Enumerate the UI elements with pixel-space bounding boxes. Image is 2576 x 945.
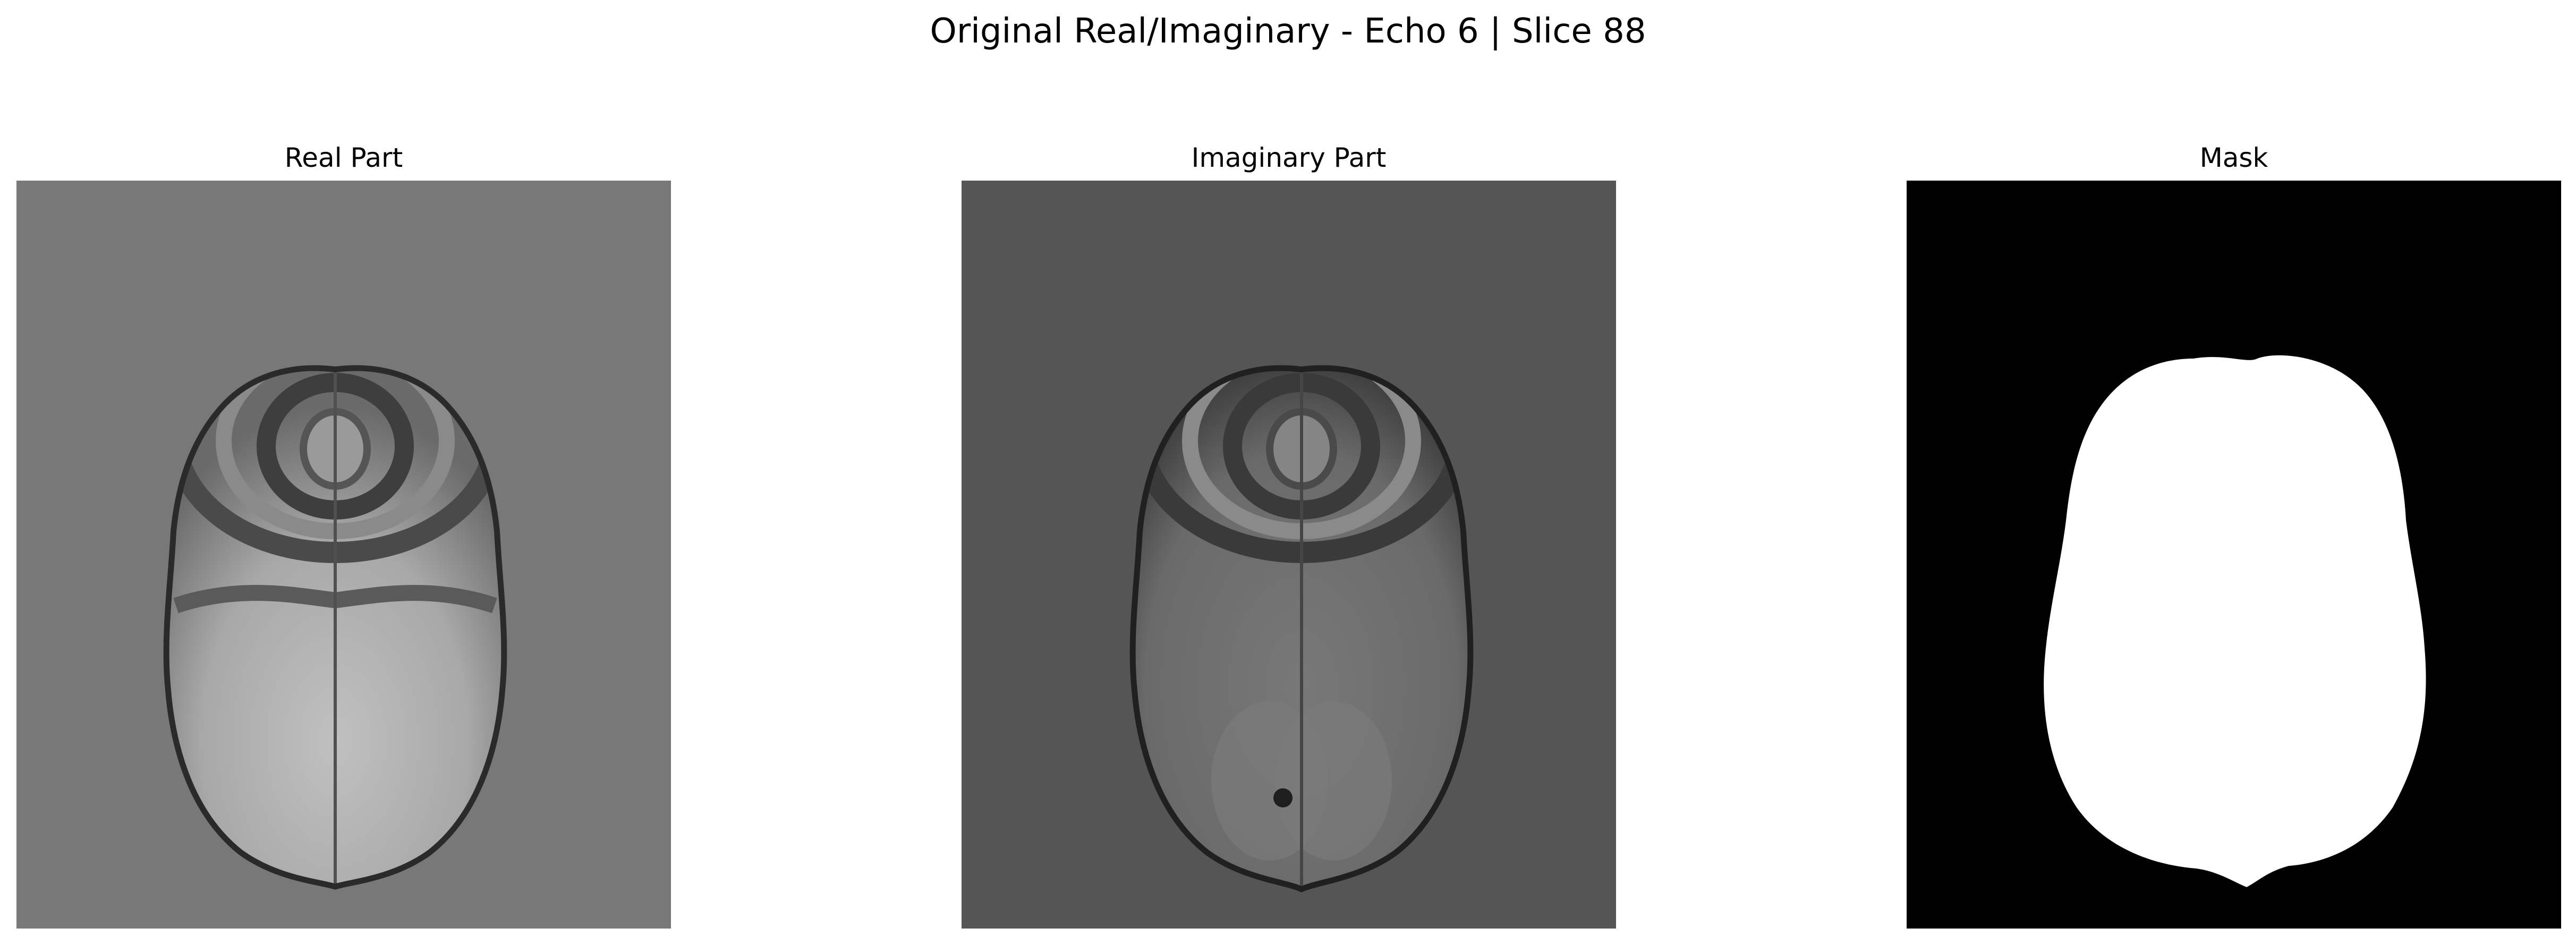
imaginary-part-title: Imaginary Part <box>1191 142 1387 173</box>
imaginary-part-image <box>962 181 1616 929</box>
mask-image <box>1907 181 2561 929</box>
mask-region <box>2044 355 2426 887</box>
imaginary-edge <box>1129 365 1474 893</box>
real-part-image <box>16 181 671 929</box>
imaginary-posterior-lobe-right <box>1275 701 1392 861</box>
real-part-title: Real Part <box>284 142 403 173</box>
figure-title: Original Real/Imaginary - Echo 6 | Slice… <box>930 12 1646 51</box>
real-edge <box>163 365 507 890</box>
imaginary-dark-spot <box>1273 788 1293 807</box>
mask-title: Mask <box>2199 142 2268 173</box>
